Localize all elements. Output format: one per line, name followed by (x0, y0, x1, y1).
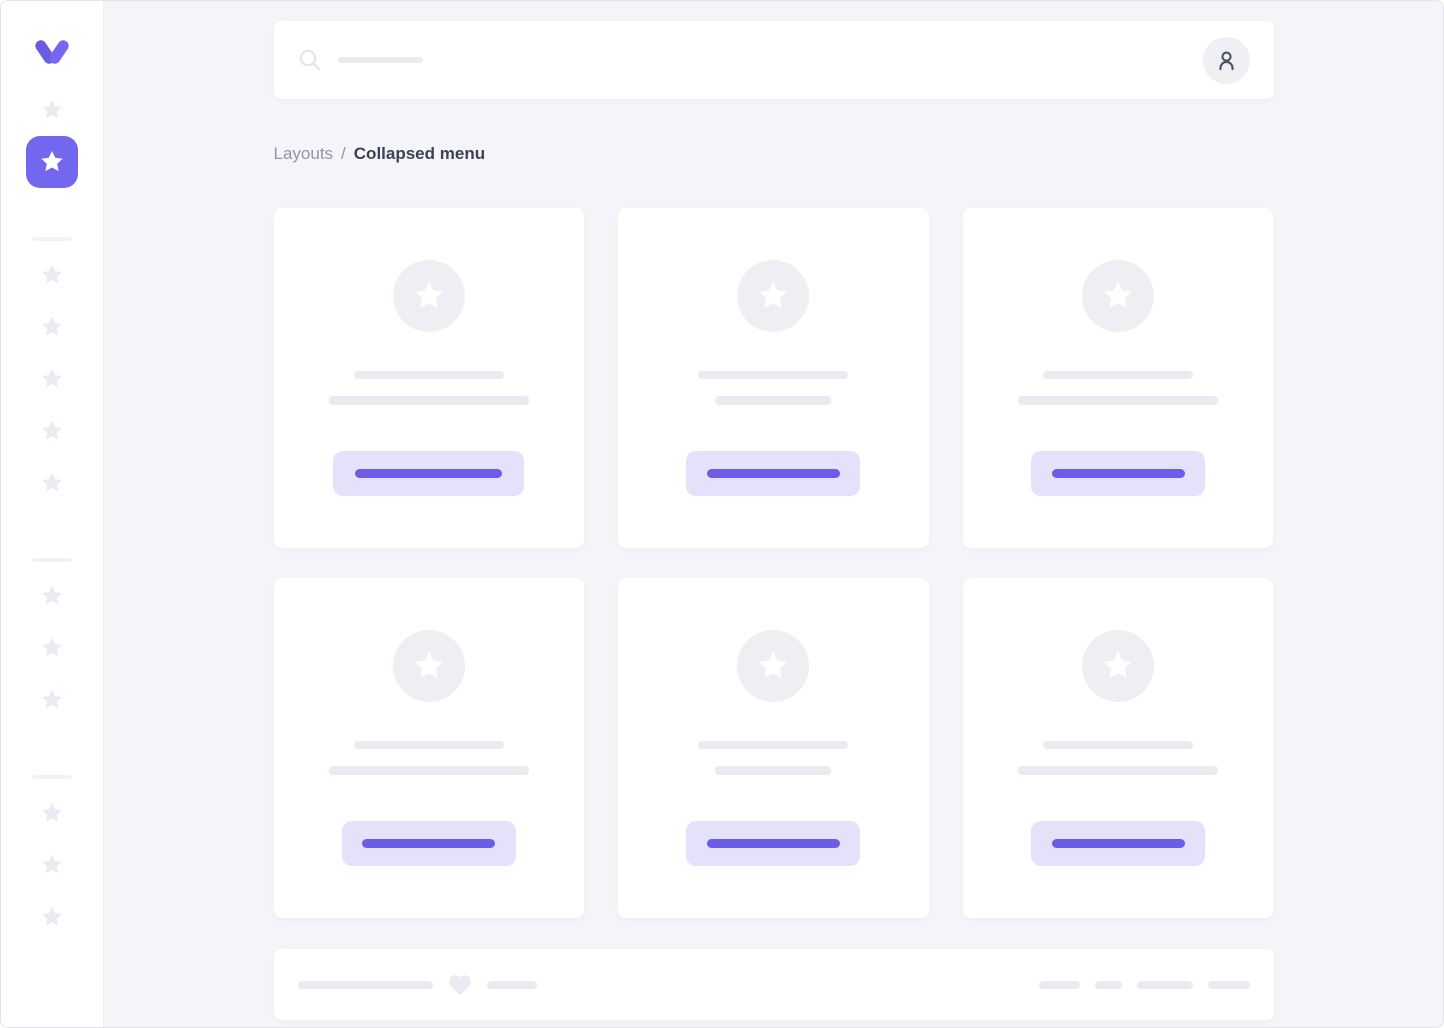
star-icon (412, 649, 446, 683)
card-avatar-circle (392, 260, 465, 332)
card-title-line (698, 741, 849, 749)
main-area: Layouts / Collapsed menu (104, 1, 1443, 1027)
sidebar (1, 1, 104, 1027)
sidebar-item[interactable] (26, 622, 78, 674)
star-icon (39, 149, 65, 175)
breadcrumb-separator: / (341, 144, 346, 163)
sidebar-item[interactable] (26, 353, 78, 405)
card-subtitle-line (328, 766, 529, 775)
heart-icon (447, 972, 473, 998)
star-icon (40, 584, 64, 608)
star-icon (756, 279, 790, 313)
footer-bar (273, 949, 1274, 1020)
avatar-button[interactable] (1202, 36, 1250, 84)
card-title-line (1043, 741, 1194, 749)
placeholder-card (618, 208, 929, 548)
footer-placeholder-line (297, 980, 433, 989)
star-icon (40, 905, 64, 929)
card-button-label-line (1051, 839, 1185, 848)
card-button[interactable] (1031, 451, 1206, 496)
sidebar-divider (32, 237, 72, 241)
footer-right (1038, 980, 1250, 989)
sidebar-item[interactable] (26, 839, 78, 891)
star-icon (40, 98, 64, 122)
star-icon (40, 315, 64, 339)
breadcrumb-current-page: Collapsed menu (353, 144, 486, 163)
sidebar-item[interactable] (26, 891, 78, 943)
card-button-label-line (706, 469, 840, 478)
footer-placeholder-line (1207, 980, 1250, 989)
sidebar-item[interactable] (26, 457, 78, 509)
sidebar-item[interactable] (26, 249, 78, 301)
card-button-label-line (1051, 469, 1185, 478)
content-column: Layouts / Collapsed menu (273, 1, 1274, 1020)
card-avatar-circle (392, 630, 465, 702)
placeholder-card (273, 578, 585, 918)
card-subtitle-line (1018, 766, 1219, 775)
sidebar-item[interactable] (26, 787, 78, 839)
star-icon (40, 419, 64, 443)
sidebar-item[interactable] (26, 674, 78, 726)
sidebar-nav (26, 84, 78, 943)
sidebar-item[interactable] (26, 405, 78, 457)
card-button[interactable] (686, 821, 861, 866)
sidebar-item[interactable] (26, 301, 78, 353)
footer-left (297, 972, 1039, 998)
sidebar-item[interactable] (26, 570, 78, 622)
search-icon (298, 48, 322, 72)
star-icon (756, 649, 790, 683)
card-avatar-circle (737, 260, 810, 332)
card-subtitle-line (715, 766, 832, 775)
breadcrumb: Layouts / Collapsed menu (274, 144, 1274, 164)
card-button-label-line (355, 469, 503, 478)
card-title-line (353, 371, 504, 379)
star-icon (40, 263, 64, 287)
placeholder-card (962, 208, 1274, 548)
card-title-line (1043, 371, 1194, 379)
card-subtitle-line (328, 396, 529, 405)
card-avatar-circle (737, 630, 810, 702)
star-icon (1101, 649, 1135, 683)
search-input[interactable] (298, 48, 1203, 72)
person-icon (1214, 48, 1239, 73)
card-button-label-line (362, 839, 496, 848)
card-button[interactable] (341, 821, 516, 866)
card-grid (273, 208, 1274, 918)
footer-placeholder-line (1136, 980, 1193, 989)
star-icon (40, 367, 64, 391)
card-avatar-circle (1082, 630, 1155, 702)
footer-placeholder-line (1094, 980, 1122, 989)
star-icon (1101, 279, 1135, 313)
star-icon (40, 853, 64, 877)
placeholder-card (618, 578, 929, 918)
card-avatar-circle (1082, 260, 1155, 332)
footer-placeholder-line (486, 980, 537, 989)
placeholder-card (962, 578, 1274, 918)
v-logo-icon[interactable] (35, 39, 69, 65)
sidebar-divider (32, 558, 72, 562)
star-icon (412, 279, 446, 313)
sidebar-item[interactable] (26, 84, 78, 136)
card-button[interactable] (686, 451, 861, 496)
star-icon (40, 801, 64, 825)
star-icon (40, 688, 64, 712)
sidebar-item-active[interactable] (26, 136, 78, 188)
card-button-label-line (706, 839, 840, 848)
footer-placeholder-line (1038, 980, 1080, 989)
card-button[interactable] (333, 451, 525, 496)
star-icon (40, 636, 64, 660)
breadcrumb-link-layouts[interactable]: Layouts (273, 144, 334, 163)
star-icon (40, 471, 64, 495)
card-button[interactable] (1031, 821, 1206, 866)
search-placeholder-line (337, 57, 423, 63)
placeholder-card (273, 208, 585, 548)
card-title-line (698, 371, 849, 379)
card-subtitle-line (1018, 396, 1219, 405)
card-subtitle-line (715, 396, 832, 405)
card-title-line (353, 741, 504, 749)
sidebar-divider (32, 775, 72, 779)
top-navbar (273, 21, 1274, 99)
